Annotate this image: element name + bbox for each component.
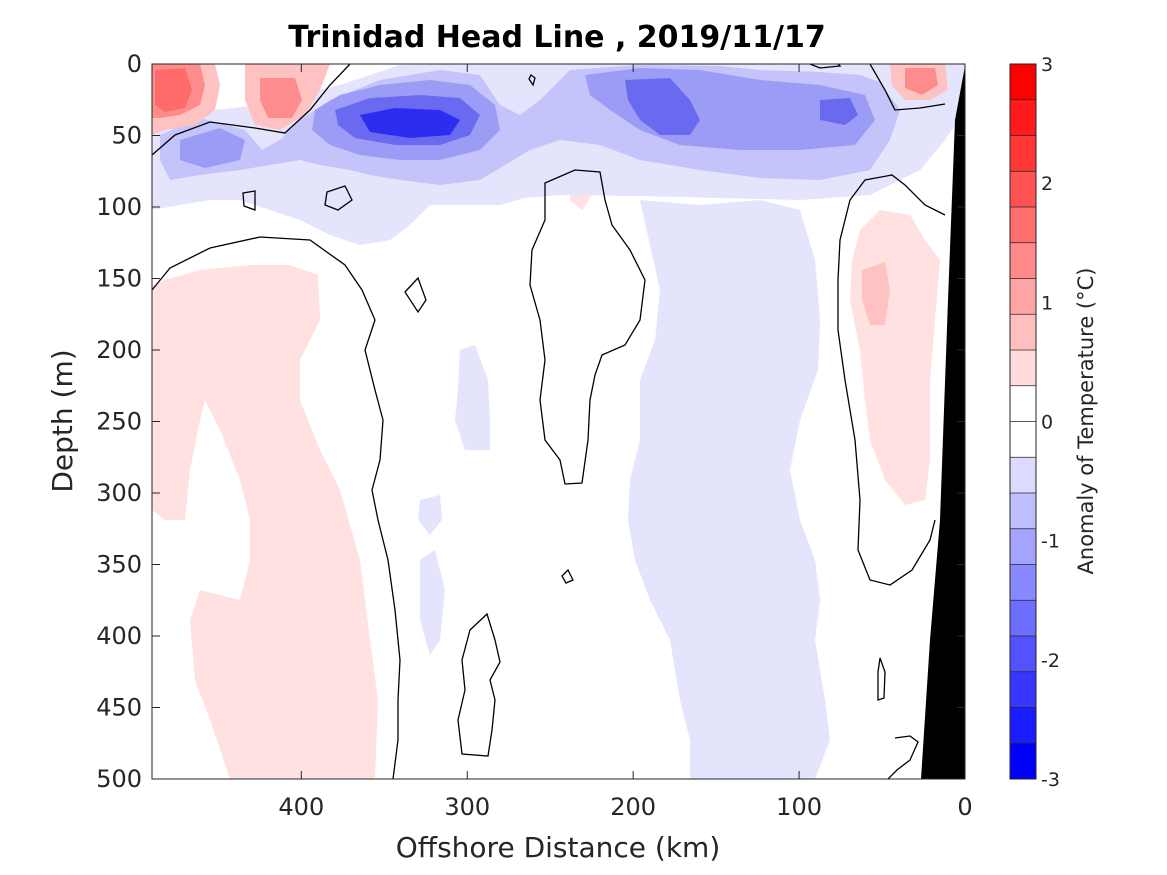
y-tick-label: 400	[96, 622, 142, 650]
colorbar-segment	[1010, 421, 1036, 458]
colorbar-tick-label: -3	[1041, 769, 1060, 791]
y-tick-label: 150	[96, 265, 142, 293]
y-tick-label: 0	[127, 50, 142, 78]
y-axis: 0 50 100 150 200 250 300 350 400 450 500	[96, 50, 965, 793]
warm-anomaly-region	[155, 68, 192, 112]
contour-line	[529, 169, 646, 485]
y-tick-label: 50	[111, 122, 142, 150]
colorbar-segment	[1010, 385, 1036, 422]
warm-anomaly-region	[260, 78, 302, 118]
colorbar-segment	[1010, 64, 1036, 101]
plot-area	[152, 64, 965, 779]
y-tick-label: 200	[96, 336, 142, 364]
contour-line	[528, 74, 536, 87]
bathymetry-mask	[921, 66, 965, 779]
contour-line	[869, 64, 946, 111]
y-tick-label: 250	[96, 408, 142, 436]
colorbar-segment	[1010, 743, 1036, 780]
contour-line	[837, 174, 946, 586]
colorbar-frame	[1009, 63, 1037, 780]
x-tick-label: 100	[776, 793, 822, 821]
x-axis: 400 300 200 100 0	[278, 64, 973, 821]
colorbar-segment	[1010, 707, 1036, 744]
contour-line	[877, 657, 886, 701]
colorbar-segment	[1010, 457, 1036, 494]
contour-line	[404, 276, 427, 314]
colorbar-segment	[1010, 242, 1036, 279]
contour-line	[324, 185, 353, 211]
y-axis-title: Depth (m)	[46, 349, 79, 492]
cold-anomaly-region	[820, 98, 858, 125]
colorbar-segment	[1010, 171, 1036, 208]
colorbar-segment	[1010, 564, 1036, 601]
colorbar-tick-label: 2	[1041, 173, 1053, 195]
y-tick-label: 450	[96, 694, 142, 722]
colorbar-tick-label: -2	[1041, 650, 1060, 672]
colorbar-segment	[1010, 528, 1036, 565]
colorbar-tick-label: 3	[1041, 54, 1053, 76]
warm-anomaly-region	[862, 262, 890, 325]
colorbar-segment	[1010, 600, 1036, 637]
y-tick-label: 300	[96, 479, 142, 507]
cold-anomaly-region	[628, 200, 830, 779]
colorbar-segment	[1010, 350, 1036, 387]
colorbar-title: Anomaly of Temperature (°C)	[1074, 268, 1098, 575]
cold-anomaly-region	[455, 345, 490, 450]
colorbar-segment	[1010, 135, 1036, 172]
contour-line	[152, 64, 351, 156]
contour-line	[242, 190, 256, 211]
colorbar-segment	[1010, 207, 1036, 244]
y-tick-label: 350	[96, 551, 142, 579]
colorbar-ticks: 3 2 1 0 -1 -2 -3	[1041, 54, 1060, 791]
colorbar-segment	[1010, 99, 1036, 136]
colorbar-segment	[1010, 278, 1036, 315]
x-tick-label: 0	[957, 793, 972, 821]
colorbar-tick-label: 1	[1041, 292, 1053, 314]
contour-line	[152, 236, 401, 779]
contour-line	[457, 612, 501, 757]
y-tick-label: 500	[96, 765, 142, 793]
cold-anomaly-region	[180, 128, 245, 168]
colorbar	[1010, 64, 1036, 780]
x-tick-label: 400	[278, 793, 324, 821]
contour-line	[809, 64, 842, 69]
chart-title: Trinidad Head Line , 2019/11/17	[288, 20, 825, 55]
x-axis-title: Offshore Distance (km)	[396, 831, 721, 864]
cold-anomaly-region	[360, 108, 460, 138]
warm-anomaly-region	[905, 68, 938, 95]
x-tick-label: 300	[444, 793, 490, 821]
cold-anomaly-region	[420, 550, 445, 655]
x-tick-label: 200	[610, 793, 656, 821]
y-tick-label: 100	[96, 193, 142, 221]
colorbar-segment	[1010, 671, 1036, 708]
zero-contours	[152, 64, 946, 779]
contour-line	[887, 735, 919, 779]
colorbar-tick-label: 0	[1041, 412, 1053, 434]
cold-anomaly-region	[625, 78, 700, 135]
colorbar-tick-label: -1	[1041, 531, 1060, 553]
contour-line	[561, 568, 574, 584]
warm-anomaly-region	[152, 265, 378, 779]
colorbar-segment	[1010, 636, 1036, 673]
colorbar-segment	[1010, 314, 1036, 351]
cold-anomaly-region	[418, 495, 442, 535]
colorbar-segment	[1010, 493, 1036, 530]
